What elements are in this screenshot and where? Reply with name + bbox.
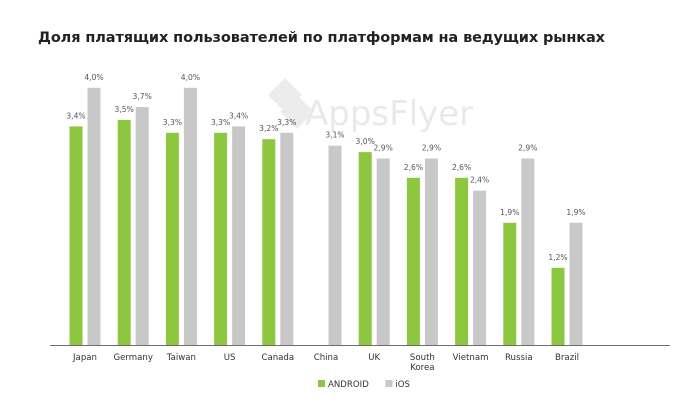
data-label-ios-8: 2,4% xyxy=(470,176,489,185)
category-label-7: South Korea xyxy=(410,353,435,373)
bar-ios-9 xyxy=(521,158,535,345)
bar-android-7 xyxy=(406,177,420,345)
legend-label-android: ANDROID xyxy=(328,380,369,390)
category-label-2: Taiwan xyxy=(166,353,196,363)
data-label-ios-4: 3,3% xyxy=(277,118,296,127)
watermark-logo: AppsFlyer xyxy=(268,78,473,134)
data-label-android-0: 3,4% xyxy=(66,111,85,120)
category-label-1: Germany xyxy=(113,353,153,363)
data-label-ios-7: 2,9% xyxy=(422,144,441,153)
bar-android-6 xyxy=(358,152,372,345)
category-label-0: Japan xyxy=(72,353,97,363)
legend-swatch-android xyxy=(318,380,325,387)
data-label-android-3: 3,3% xyxy=(211,118,230,127)
bars-layer xyxy=(69,87,583,346)
data-label-ios-6: 2,9% xyxy=(374,144,393,153)
bar-android-3 xyxy=(214,132,228,345)
bar-ios-4 xyxy=(280,132,294,345)
bar-ios-0 xyxy=(87,87,101,346)
data-label-ios-1: 3,7% xyxy=(133,92,152,101)
legend-swatch-ios xyxy=(385,380,393,387)
bar-ios-7 xyxy=(424,158,438,345)
category-label-8: Vietnam xyxy=(453,353,489,363)
data-label-ios-5: 3,1% xyxy=(325,131,344,140)
bar-ios-8 xyxy=(473,190,487,345)
category-label-9: Russia xyxy=(505,353,533,363)
category-label-4: Canada xyxy=(261,353,294,363)
category-label-6: UK xyxy=(368,353,380,363)
chart-title: Доля платящих пользователей по платформа… xyxy=(38,30,605,46)
bar-ios-1 xyxy=(135,107,149,345)
data-label-android-8: 2,6% xyxy=(452,163,471,172)
data-label-ios-9: 2,9% xyxy=(518,144,537,153)
data-label-android-6: 3,0% xyxy=(356,137,375,146)
watermark-text: AppsFlyer xyxy=(305,94,473,134)
bar-ios-3 xyxy=(232,126,246,346)
data-label-android-9: 1,9% xyxy=(500,208,519,217)
bar-ios-10 xyxy=(569,222,583,345)
legend: ANDROID iOS xyxy=(318,380,410,390)
legend-item-android: ANDROID xyxy=(318,380,369,390)
bar-android-1 xyxy=(117,120,131,345)
legend-item-ios: iOS xyxy=(385,380,410,390)
watermark-icon xyxy=(268,78,314,129)
labels-layer: 3,4% 4,0% Japan 3,5% 3,7% Germany 3,3% 4,0% Taiw… xyxy=(66,73,585,373)
bar-ios-2 xyxy=(183,87,197,346)
data-label-ios-0: 4,0% xyxy=(84,73,103,82)
data-label-android-1: 3,5% xyxy=(115,105,134,114)
category-label-5: China xyxy=(314,353,339,363)
data-label-ios-2: 4,0% xyxy=(181,73,200,82)
data-label-android-10: 1,2% xyxy=(548,253,567,262)
bar-android-4 xyxy=(262,139,276,345)
bar-android-9 xyxy=(503,222,517,345)
bar-ios-6 xyxy=(376,158,390,345)
category-label-3: US xyxy=(224,353,236,363)
bar-ios-5 xyxy=(328,145,342,345)
bar-android-8 xyxy=(455,177,469,345)
data-label-ios-3: 3,4% xyxy=(229,111,248,120)
data-label-android-7: 2,6% xyxy=(404,163,423,172)
data-label-ios-10: 1,9% xyxy=(566,208,585,217)
bar-android-2 xyxy=(165,132,179,345)
data-label-android-2: 3,3% xyxy=(163,118,182,127)
data-label-android-4: 3,2% xyxy=(259,124,278,133)
category-label-10: Brazil xyxy=(555,353,579,363)
bar-android-10 xyxy=(551,267,565,345)
bar-android-0 xyxy=(69,126,83,346)
legend-label-ios: iOS xyxy=(395,380,410,390)
